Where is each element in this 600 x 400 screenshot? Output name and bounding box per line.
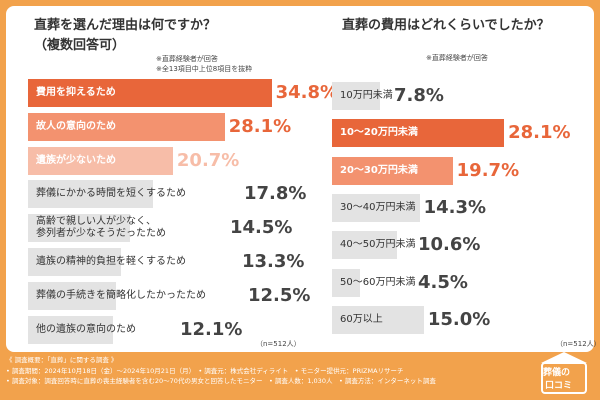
reasons-note-selection: ※全13項目中上位8項目を抜粋 bbox=[156, 65, 253, 73]
bar bbox=[28, 315, 113, 344]
value-label: 10.6% bbox=[418, 234, 481, 256]
value-label: 12.1% bbox=[180, 318, 243, 340]
category-label: 30〜40万円未満 bbox=[340, 201, 416, 213]
bar bbox=[28, 214, 130, 243]
logo-text-2: 口コミ bbox=[545, 381, 573, 391]
reasons-subtitle: （複数回答可） bbox=[34, 38, 126, 53]
value-label: 19.7% bbox=[456, 159, 520, 181]
logo-text-1: 葬儀の bbox=[543, 368, 571, 378]
category-label: 費用を抑えるため bbox=[36, 87, 116, 98]
value-label: 7.8% bbox=[394, 85, 444, 106]
bar bbox=[332, 305, 424, 334]
footer-line-2: • 調査期間：2024年10月18日（金）〜2024年10月21日（月） • 調… bbox=[6, 366, 404, 375]
value-label: 12.5% bbox=[248, 284, 311, 306]
value-label: 20.7% bbox=[176, 149, 240, 171]
value-label: 28.1% bbox=[508, 122, 571, 144]
category-label: 10万円未満 bbox=[340, 90, 393, 101]
footer-line-1: 《 調査概要：「直葬」に関する調査 》 bbox=[6, 356, 118, 364]
logo-roof-icon bbox=[541, 352, 587, 363]
logo: 葬儀の 口コミ bbox=[535, 352, 593, 396]
value-label: 14.5% bbox=[230, 217, 293, 239]
category-label: 20〜30万円未満 bbox=[340, 164, 418, 176]
bar bbox=[332, 268, 360, 297]
bar bbox=[332, 231, 397, 260]
logo-box bbox=[541, 362, 587, 394]
chart-card: 直葬を選んだ理由は何ですか？ （複数回答可） ※直葬経験者が回答 ※全13項目中… bbox=[6, 6, 600, 352]
bar bbox=[332, 119, 505, 148]
bar bbox=[332, 193, 420, 222]
bar bbox=[332, 82, 380, 110]
category-label: 60万以上 bbox=[340, 313, 383, 325]
reasons-title: 直葬を選んだ理由は何ですか？ bbox=[34, 18, 217, 33]
value-label: 13.3% bbox=[242, 251, 305, 272]
category-label: 葬儀にかかる時間を短くするため bbox=[36, 188, 186, 200]
reasons-note-respondents: ※直葬経験者が回答 bbox=[156, 55, 218, 63]
bar bbox=[28, 146, 173, 175]
category-label: 50〜60万円未満 bbox=[340, 276, 416, 288]
value-label: 14.3% bbox=[423, 196, 487, 218]
value-label: 28.1% bbox=[228, 115, 292, 137]
value-label: 15.0% bbox=[427, 308, 491, 330]
category-label: 遺族の精神的負担を軽くするため bbox=[36, 256, 186, 267]
category-label: 10〜20万円未満 bbox=[340, 127, 418, 139]
bar bbox=[332, 156, 453, 185]
cost-title: 直葬の費用はどれくらいでしたか？ bbox=[342, 18, 550, 33]
bar bbox=[28, 180, 153, 209]
cost-sample-note: （n=512人） bbox=[556, 340, 600, 348]
survey-footer: 《 調査概要：「直葬」に関する調査 》 • 調査期間：2024年10月18日（金… bbox=[6, 355, 526, 387]
cost-note-respondents: ※直葬経験者が回答 bbox=[426, 54, 488, 62]
category-label: 遺族が少ないため bbox=[36, 154, 116, 166]
bar bbox=[28, 112, 225, 141]
value-label: 34.8% bbox=[275, 82, 339, 103]
footer-line-3: • 調査対象：調査回答時に直葬の喪主経験者を含む20〜70代の男女と回答したモニ… bbox=[6, 377, 436, 385]
bar bbox=[28, 248, 122, 276]
value-label: 4.5% bbox=[418, 271, 468, 293]
category-label: 40〜50万円未満 bbox=[340, 239, 416, 251]
category-label: 他の遺族の意向のため bbox=[36, 323, 136, 335]
bar bbox=[28, 79, 272, 107]
category-label: 葬儀の手続きを簡略化したかったため bbox=[36, 289, 206, 301]
category-label: 故人の意向のため bbox=[36, 120, 116, 132]
value-label: 17.8% bbox=[244, 183, 307, 205]
category-label: 高齢で親しい人が少なく、 参列者が少なそうだったため bbox=[36, 216, 166, 240]
reasons-sample-note: （n=512人） bbox=[256, 340, 301, 348]
bar bbox=[28, 281, 116, 310]
